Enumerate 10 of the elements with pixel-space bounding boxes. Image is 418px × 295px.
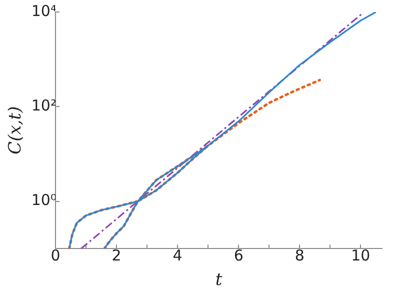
x-axis-title: t xyxy=(215,270,222,290)
y-tick-label: 10² xyxy=(31,96,56,115)
y-tick-label: 10⁰ xyxy=(31,191,56,210)
y-axis-title: C(x,t) xyxy=(6,106,26,154)
x-tick-label: 4 xyxy=(172,246,182,264)
x-tick-label: 10 xyxy=(351,246,370,264)
x-tick-label: 8 xyxy=(294,246,304,264)
x-tick-label: 2 xyxy=(112,246,122,264)
x-tick-label: 0 xyxy=(50,246,60,264)
x-tick-label: 6 xyxy=(234,246,244,264)
